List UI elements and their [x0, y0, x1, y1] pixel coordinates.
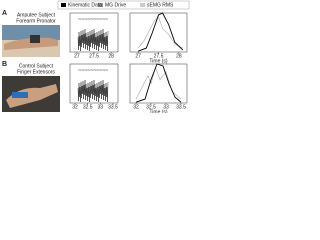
x-tick-label: 27: [135, 53, 141, 59]
legend-frame: [57, 0, 190, 10]
legend-swatch: [140, 3, 145, 7]
x-tick-label: 27.5: [89, 53, 99, 59]
panel-label: A: [2, 10, 7, 17]
x-tick-label: 32.5: [83, 104, 93, 110]
x-tick-label: 33: [98, 104, 104, 110]
legend-swatch: [61, 3, 66, 7]
legend-label: Kinematic Data: [68, 2, 102, 8]
legend-label: MG Drive: [105, 2, 126, 8]
figure: Kinematic Data MG Drive sEMG RMS A Amput…: [2, 0, 190, 115]
x-tick-label: 33: [163, 104, 169, 110]
legend-label: sEMG RMS: [147, 2, 174, 8]
legend-swatch: [98, 3, 103, 7]
kinematic-line: [135, 63, 182, 103]
plot-frame: [69, 63, 119, 104]
x-axis-label: Time (s): [149, 109, 167, 113]
x-tick-label: 33.5: [176, 104, 186, 110]
x-tick-label: 33.5: [108, 104, 118, 110]
panel-title: Forearm Pronator: [16, 18, 56, 24]
x-tick-label: 32: [72, 104, 78, 110]
x-tick-label: 28: [108, 53, 114, 59]
photo: [2, 76, 60, 112]
rms-line: [137, 16, 184, 49]
x-tick-label: 32: [133, 104, 139, 110]
drive-trace: [77, 68, 109, 72]
x-tick-label: 28: [176, 53, 182, 59]
x-tick-label: 27.5: [154, 53, 164, 59]
panel-title: Finger Extensors: [17, 69, 55, 75]
panel-title: Amputee Subject: [17, 12, 56, 18]
x-tick-label: 32.5: [146, 104, 156, 110]
x-tick-label: 27: [74, 53, 80, 59]
x-axis-label: Time (s): [149, 58, 167, 64]
emg-trace: [77, 28, 109, 52]
panel-title: Control Subject: [19, 63, 54, 69]
kinematic-line: [137, 12, 184, 52]
emg-trace: [77, 79, 109, 103]
drive-trace: [77, 17, 109, 21]
plot-frame: [129, 63, 188, 104]
panel-label: B: [2, 61, 7, 68]
photo: [2, 25, 60, 57]
